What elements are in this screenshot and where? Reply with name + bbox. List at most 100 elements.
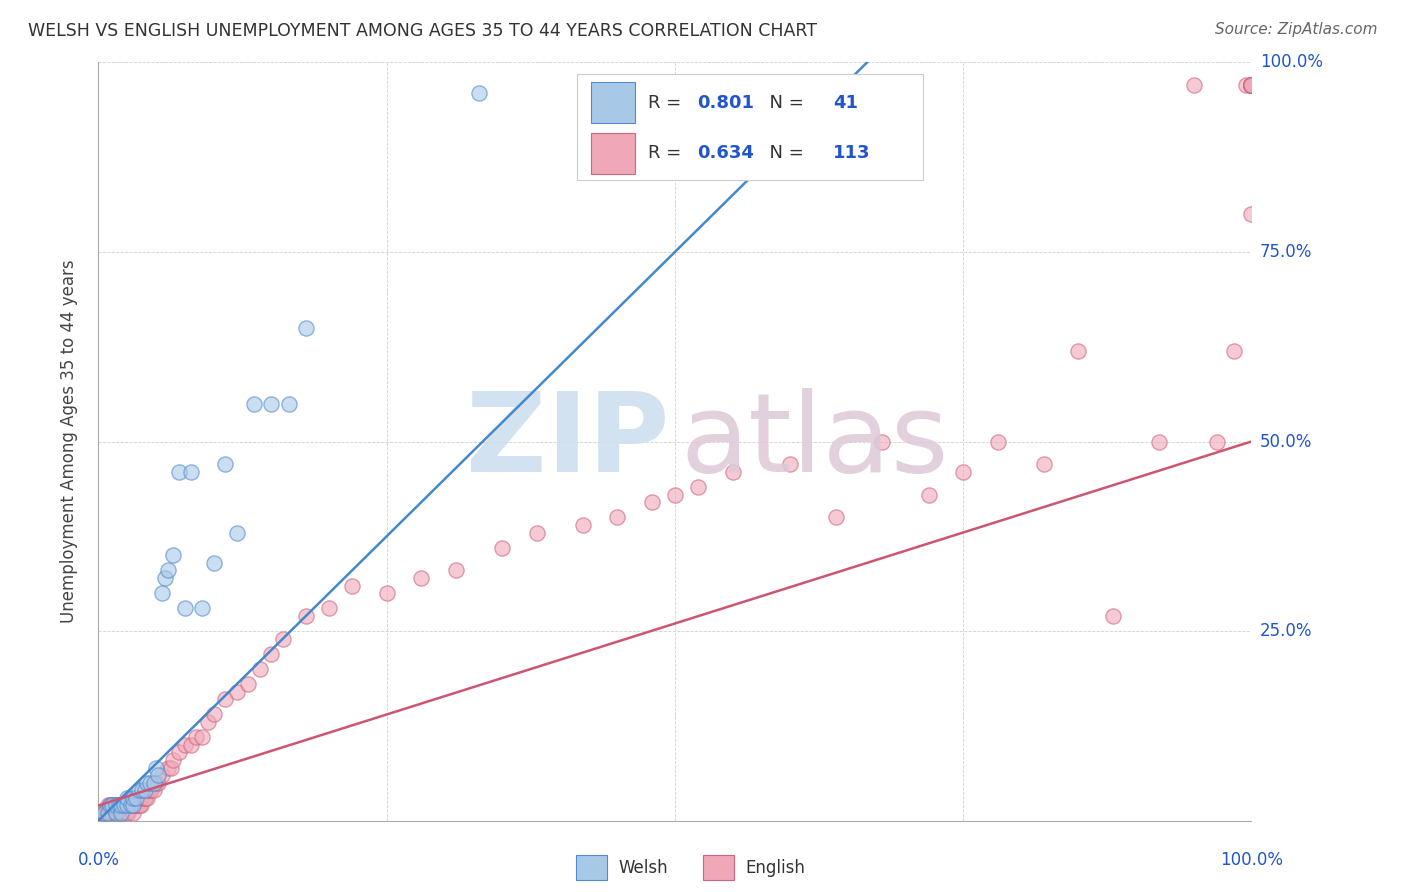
Point — [1240, 78, 1263, 92]
Text: 50.0%: 50.0% — [1260, 433, 1312, 450]
Point — [128, 798, 150, 813]
Point — [214, 692, 236, 706]
Point — [174, 601, 197, 615]
Point — [174, 738, 197, 752]
Point — [859, 86, 882, 100]
Point — [96, 806, 118, 821]
Text: ZIP: ZIP — [465, 388, 669, 495]
Point — [1205, 434, 1227, 449]
Text: 113: 113 — [832, 145, 870, 162]
Point — [162, 753, 184, 767]
Point — [98, 806, 121, 821]
Point — [150, 768, 173, 782]
Point — [260, 647, 283, 661]
Point — [105, 798, 128, 813]
Point — [118, 798, 141, 813]
Text: 0.634: 0.634 — [697, 145, 754, 162]
Point — [134, 791, 156, 805]
Point — [98, 798, 121, 813]
Point — [167, 465, 190, 479]
Point — [145, 776, 167, 790]
Point — [104, 806, 127, 821]
Point — [191, 601, 214, 615]
FancyBboxPatch shape — [591, 133, 634, 174]
Text: 41: 41 — [832, 94, 858, 112]
Text: 100.0%: 100.0% — [1220, 851, 1282, 869]
Text: 100.0%: 100.0% — [1260, 54, 1323, 71]
Point — [1240, 78, 1263, 92]
Text: N =: N = — [758, 94, 810, 112]
Point — [1032, 458, 1054, 472]
Point — [101, 798, 124, 813]
Point — [167, 746, 190, 760]
Point — [117, 806, 139, 821]
Point — [104, 798, 127, 813]
Point — [191, 730, 214, 744]
Point — [129, 798, 152, 813]
FancyBboxPatch shape — [576, 74, 922, 180]
Point — [107, 798, 129, 813]
Point — [468, 86, 491, 100]
Point — [214, 458, 236, 472]
Point — [122, 798, 145, 813]
Point — [110, 806, 132, 821]
Point — [142, 776, 165, 790]
Point — [139, 783, 162, 797]
Point — [135, 791, 157, 805]
Point — [1240, 78, 1263, 92]
Point — [197, 715, 219, 730]
Point — [375, 586, 398, 600]
Point — [103, 806, 125, 821]
Point — [128, 783, 150, 797]
Point — [112, 798, 135, 813]
Point — [97, 806, 120, 821]
Point — [135, 776, 157, 790]
Point — [101, 806, 124, 821]
Point — [120, 798, 142, 813]
Text: Welsh: Welsh — [619, 859, 668, 877]
Point — [825, 510, 848, 524]
Y-axis label: Unemployment Among Ages 35 to 44 years: Unemployment Among Ages 35 to 44 years — [59, 260, 77, 624]
Point — [1182, 78, 1205, 92]
Point — [112, 798, 135, 813]
Point — [93, 806, 115, 821]
Point — [225, 525, 247, 540]
Point — [122, 798, 145, 813]
Point — [103, 798, 125, 813]
Point — [141, 783, 163, 797]
Point — [1067, 343, 1090, 358]
Point — [155, 571, 177, 585]
Point — [1240, 78, 1263, 92]
Point — [103, 806, 125, 821]
Point — [225, 685, 247, 699]
Text: 0.801: 0.801 — [697, 94, 754, 112]
Text: atlas: atlas — [681, 388, 949, 495]
Point — [145, 760, 167, 774]
Point — [202, 707, 225, 722]
Point — [125, 798, 148, 813]
Point — [295, 608, 318, 623]
Point — [411, 571, 433, 585]
Point — [122, 791, 145, 805]
Point — [243, 396, 266, 410]
Point — [156, 564, 179, 578]
Text: English: English — [745, 859, 806, 877]
Point — [122, 798, 145, 813]
Point — [124, 798, 146, 813]
Point — [1240, 207, 1263, 221]
Point — [606, 510, 628, 524]
Text: 75.0%: 75.0% — [1260, 243, 1312, 261]
Point — [1147, 434, 1170, 449]
Point — [122, 806, 145, 821]
Point — [872, 434, 894, 449]
Point — [139, 776, 162, 790]
Point — [91, 806, 114, 821]
Point — [117, 798, 139, 813]
Point — [1223, 343, 1246, 358]
Point — [238, 677, 260, 691]
Point — [318, 601, 340, 615]
Point — [150, 586, 173, 600]
Point — [260, 396, 283, 410]
Point — [117, 806, 139, 821]
Point — [571, 517, 593, 532]
